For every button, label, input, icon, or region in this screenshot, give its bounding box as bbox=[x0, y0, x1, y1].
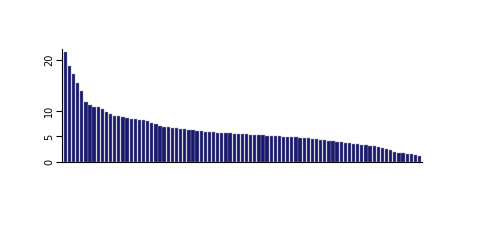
Bar bbox=[245, 134, 248, 162]
Bar bbox=[315, 139, 318, 162]
Bar bbox=[265, 136, 269, 162]
Bar bbox=[125, 118, 129, 162]
Bar bbox=[364, 145, 368, 162]
Bar bbox=[286, 137, 289, 162]
Bar bbox=[105, 112, 108, 162]
Bar bbox=[385, 149, 388, 162]
Bar bbox=[282, 137, 285, 162]
Bar bbox=[299, 138, 302, 162]
Bar bbox=[270, 136, 273, 162]
Bar bbox=[302, 138, 306, 162]
Bar bbox=[93, 107, 96, 162]
Bar bbox=[249, 135, 252, 162]
Bar bbox=[224, 133, 228, 162]
Bar bbox=[142, 120, 145, 162]
Bar bbox=[327, 141, 331, 162]
Bar bbox=[352, 144, 355, 162]
Bar bbox=[409, 154, 413, 162]
Bar bbox=[179, 129, 182, 162]
Bar bbox=[274, 136, 277, 162]
Bar bbox=[113, 116, 116, 162]
Bar bbox=[80, 91, 84, 162]
Bar bbox=[163, 127, 166, 162]
Bar bbox=[68, 66, 71, 162]
Bar bbox=[389, 151, 392, 162]
Bar bbox=[372, 146, 376, 162]
Bar bbox=[261, 135, 264, 162]
Bar bbox=[344, 143, 347, 162]
Bar bbox=[200, 131, 203, 162]
Bar bbox=[146, 121, 149, 162]
Bar bbox=[348, 143, 351, 162]
Bar bbox=[393, 151, 396, 162]
Bar bbox=[121, 117, 125, 162]
Bar bbox=[76, 83, 79, 162]
Bar bbox=[158, 126, 162, 162]
Bar bbox=[360, 145, 363, 162]
Bar bbox=[278, 136, 281, 162]
Bar bbox=[253, 135, 256, 162]
Bar bbox=[150, 123, 154, 162]
Bar bbox=[414, 155, 417, 162]
Bar bbox=[171, 128, 174, 162]
Bar bbox=[192, 130, 194, 162]
Bar bbox=[84, 102, 87, 162]
Bar bbox=[228, 133, 232, 162]
Bar bbox=[241, 134, 244, 162]
Bar bbox=[406, 153, 409, 162]
Bar bbox=[117, 116, 120, 162]
Bar bbox=[72, 74, 75, 162]
Bar bbox=[88, 105, 92, 162]
Bar bbox=[212, 132, 215, 162]
Bar bbox=[195, 131, 199, 162]
Bar bbox=[311, 139, 314, 162]
Bar bbox=[401, 153, 405, 162]
Bar bbox=[237, 134, 240, 162]
Bar bbox=[307, 138, 310, 162]
Bar bbox=[323, 140, 326, 162]
Bar bbox=[130, 119, 133, 162]
Bar bbox=[133, 119, 137, 162]
Bar bbox=[377, 147, 380, 162]
Bar bbox=[290, 137, 293, 162]
Bar bbox=[216, 133, 219, 162]
Bar bbox=[175, 128, 178, 162]
Bar bbox=[167, 127, 170, 162]
Bar bbox=[183, 129, 186, 162]
Bar bbox=[187, 130, 191, 162]
Bar bbox=[101, 109, 104, 162]
Bar bbox=[96, 107, 100, 162]
Bar bbox=[64, 52, 67, 162]
Bar bbox=[336, 142, 339, 162]
Bar bbox=[232, 134, 236, 162]
Bar bbox=[257, 135, 261, 162]
Bar bbox=[418, 156, 421, 162]
Bar bbox=[204, 132, 207, 162]
Bar bbox=[381, 148, 384, 162]
Bar bbox=[331, 141, 335, 162]
Bar bbox=[319, 140, 322, 162]
Bar bbox=[340, 142, 343, 162]
Bar bbox=[397, 153, 401, 162]
Bar bbox=[208, 132, 211, 162]
Bar bbox=[294, 137, 298, 162]
Bar bbox=[220, 133, 224, 162]
Bar bbox=[154, 124, 157, 162]
Bar bbox=[109, 115, 112, 162]
Bar bbox=[369, 146, 372, 162]
Bar bbox=[138, 119, 141, 162]
Bar bbox=[356, 144, 360, 162]
